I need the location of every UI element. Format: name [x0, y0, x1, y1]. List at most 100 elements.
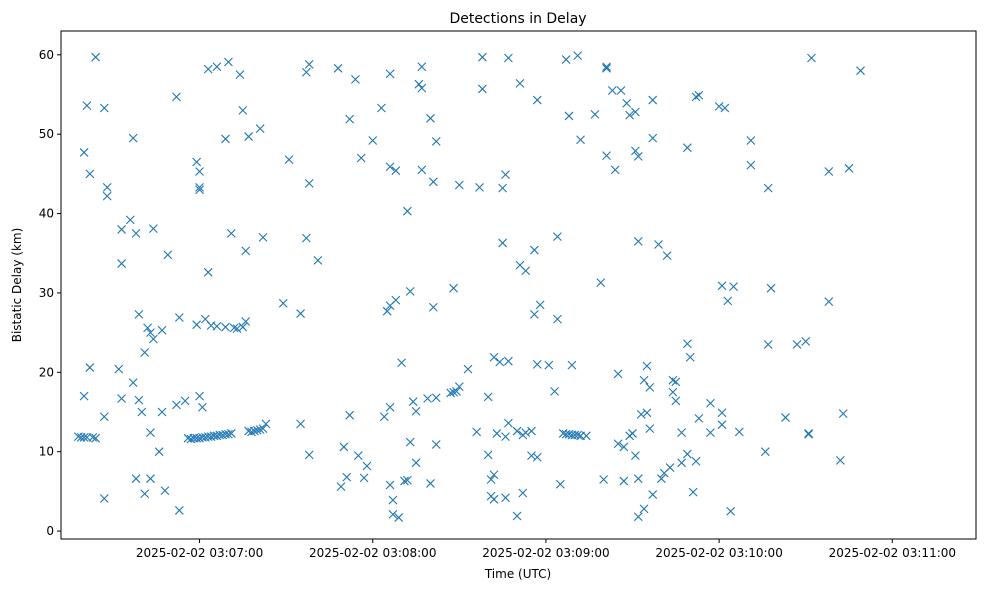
y-tick-label: 10: [39, 445, 54, 459]
data-point: [454, 382, 464, 391]
data-point: [296, 419, 305, 429]
data-point: [478, 84, 487, 94]
data-point: [763, 183, 773, 193]
data-point: [195, 182, 204, 192]
data-point: [198, 402, 207, 412]
data-point: [296, 309, 305, 318]
data-point: [417, 83, 427, 93]
data-point: [856, 66, 865, 76]
data-point: [668, 387, 678, 397]
x-tick-label: 2025-02-02 03:08:00: [309, 546, 436, 560]
y-tick-label: 40: [39, 207, 54, 221]
data-point: [642, 361, 652, 371]
x-tick-label: 2025-02-02 03:09:00: [482, 546, 609, 560]
data-point: [645, 424, 655, 434]
data-point: [561, 55, 571, 64]
data-point: [746, 160, 756, 170]
data-point: [518, 488, 528, 498]
data-point: [824, 167, 834, 176]
data-point: [726, 506, 736, 516]
data-point: [339, 442, 349, 452]
data-point: [446, 388, 456, 398]
data-point: [723, 296, 733, 306]
data-point: [221, 322, 230, 332]
data-point: [515, 78, 525, 88]
data-point: [824, 297, 834, 307]
data-point: [252, 425, 262, 435]
data-point: [648, 133, 658, 143]
data-point: [391, 295, 401, 305]
data-point: [405, 437, 415, 447]
data-point: [610, 165, 620, 175]
data-point: [414, 79, 424, 89]
data-point: [333, 63, 343, 73]
data-point: [117, 259, 127, 268]
data-point: [102, 182, 112, 192]
data-point: [662, 251, 672, 261]
data-point: [835, 456, 845, 465]
data-point: [607, 86, 617, 95]
data-point: [405, 286, 415, 296]
data-point: [99, 494, 109, 503]
data-point: [174, 313, 184, 322]
data-point: [408, 397, 418, 407]
data-point: [463, 364, 473, 374]
data-point: [645, 383, 655, 392]
data-point: [232, 324, 242, 334]
data-point: [619, 476, 629, 486]
data-point: [91, 433, 101, 443]
data-point: [714, 102, 724, 111]
data-point: [301, 233, 311, 243]
data-point: [521, 266, 531, 276]
data-point: [691, 92, 701, 102]
data-point: [602, 151, 611, 161]
y-tick-label: 0: [46, 524, 54, 538]
data-point: [729, 282, 738, 291]
data-point: [134, 395, 144, 405]
data-point: [550, 386, 559, 396]
data-point: [229, 323, 239, 333]
data-point: [760, 447, 770, 457]
data-point: [241, 246, 251, 256]
data-point: [345, 114, 355, 124]
data-point: [521, 428, 531, 438]
data-point: [619, 442, 629, 452]
data-point: [385, 480, 395, 490]
data-point: [625, 110, 635, 120]
data-point: [336, 482, 346, 492]
data-point: [192, 320, 202, 330]
data-point: [180, 396, 190, 406]
data-point: [544, 360, 554, 370]
data-point: [368, 136, 378, 145]
data-point: [79, 433, 89, 442]
data-point: [706, 398, 715, 408]
data-point: [532, 359, 542, 369]
data-point: [284, 155, 294, 164]
data-point: [241, 317, 251, 326]
data-point: [498, 238, 508, 248]
data-point: [527, 451, 536, 461]
data-point: [160, 486, 170, 495]
data-point: [567, 360, 577, 370]
data-point: [504, 418, 513, 428]
data-point: [648, 95, 658, 105]
data-point: [602, 63, 611, 73]
y-tick-label: 30: [39, 286, 54, 300]
data-point: [157, 407, 167, 417]
data-point: [128, 378, 138, 388]
data-point: [501, 170, 510, 180]
data-point: [472, 427, 482, 437]
data-point: [85, 169, 95, 179]
data-point: [235, 70, 245, 80]
data-point: [212, 321, 222, 331]
data-point: [631, 451, 640, 461]
data-point: [192, 157, 202, 167]
data-point: [483, 392, 493, 402]
data-point: [224, 429, 233, 439]
data-point: [688, 487, 698, 497]
data-point: [137, 407, 147, 417]
data-point: [564, 111, 574, 121]
data-point: [720, 103, 730, 113]
data-point: [682, 449, 692, 459]
